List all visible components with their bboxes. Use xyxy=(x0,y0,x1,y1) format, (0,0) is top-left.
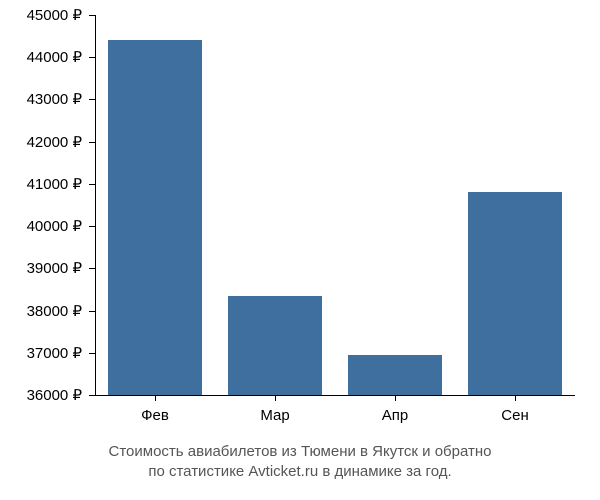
y-tick-label: 41000 ₽ xyxy=(27,175,82,193)
caption-line-2: по статистике Avticket.ru в динамике за … xyxy=(0,462,600,482)
y-tick-mark xyxy=(89,395,95,396)
x-tick-mark xyxy=(515,395,516,401)
y-tick-mark xyxy=(89,57,95,58)
price-chart: 36000 ₽ 37000 ₽ 38000 ₽ 39000 ₽ 40000 ₽ 41000… xyxy=(0,0,600,500)
y-tick-label: 44000 ₽ xyxy=(27,48,82,66)
y-tick-label: 43000 ₽ xyxy=(27,90,82,108)
y-tick-mark xyxy=(89,15,95,16)
x-tick-label: Сен xyxy=(501,407,528,424)
y-tick-label: 42000 ₽ xyxy=(27,133,82,151)
plot-area xyxy=(95,15,575,395)
y-tick-mark xyxy=(89,311,95,312)
x-tick-label: Фев xyxy=(141,407,169,424)
y-axis: 36000 ₽37000 ₽38000 ₽39000 ₽40000 ₽41000… xyxy=(0,15,90,395)
caption-line-1: Стоимость авиабилетов из Тюмени в Якутск… xyxy=(0,442,600,462)
x-tick-label: Апр xyxy=(382,407,408,424)
x-tick-mark xyxy=(155,395,156,401)
y-tick-label: 36000 ₽ xyxy=(27,386,82,404)
y-tick-mark xyxy=(89,226,95,227)
y-tick-label: 40000 ₽ xyxy=(27,217,82,235)
y-tick-mark xyxy=(89,184,95,185)
bar xyxy=(468,192,562,395)
y-tick-mark xyxy=(89,353,95,354)
y-tick-label: 39000 ₽ xyxy=(27,259,82,277)
bar xyxy=(348,355,442,395)
y-tick-label: 38000 ₽ xyxy=(27,302,82,320)
bar xyxy=(228,296,322,395)
x-tick-label: Мар xyxy=(260,407,289,424)
chart-caption: Стоимость авиабилетов из Тюмени в Якутск… xyxy=(0,442,600,483)
y-tick-mark xyxy=(89,268,95,269)
y-tick-mark xyxy=(89,142,95,143)
y-tick-label: 37000 ₽ xyxy=(27,344,82,362)
y-tick-label: 45000 ₽ xyxy=(27,6,82,24)
x-tick-mark xyxy=(275,395,276,401)
x-axis: Фев Мар Апр Сен xyxy=(95,395,575,435)
y-tick-mark xyxy=(89,99,95,100)
bar xyxy=(108,40,202,395)
x-tick-mark xyxy=(395,395,396,401)
